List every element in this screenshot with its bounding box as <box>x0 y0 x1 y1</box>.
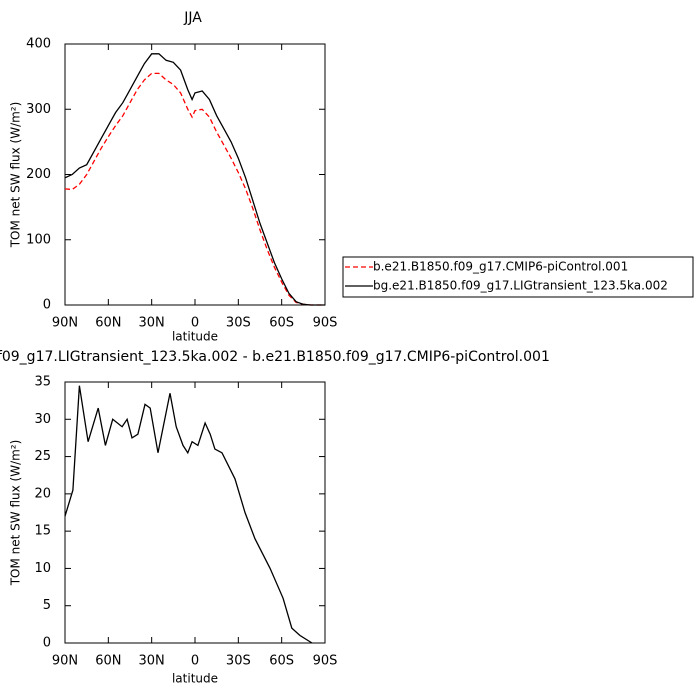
y-tick-label: 5 <box>43 598 51 613</box>
y-tick-label: 15 <box>34 524 51 539</box>
x-tick-label: 30N <box>139 654 165 669</box>
x-tick-label: 90N <box>52 316 78 331</box>
data-line <box>64 385 313 644</box>
y-tick-label: 35 <box>34 375 51 390</box>
y-tick-label: 300 <box>26 102 51 117</box>
x-tick-label: 90S <box>313 316 338 331</box>
x-tick-label: 0 <box>191 654 199 669</box>
legend-box <box>342 256 694 298</box>
y-tick-label: 20 <box>34 486 51 501</box>
x-tick-label: 90N <box>52 654 78 669</box>
x-tick-label: 60N <box>95 316 121 331</box>
x-axis-label: latitude <box>172 672 218 686</box>
data-line <box>64 53 325 306</box>
legend-label: b.e21.B1850.f09_g17.CMIP6-piControl.001 <box>373 260 628 274</box>
y-tick-label: 10 <box>34 561 51 576</box>
y-axis-label: TOM net SW flux (W/m²) <box>9 440 23 587</box>
legend-label: bg.e21.B1850.f09_g17.LIGtransient_123.5k… <box>373 279 668 293</box>
chart-title: JJA <box>183 10 202 26</box>
x-tick-label: 60S <box>269 654 294 669</box>
y-tick-label: 25 <box>34 449 51 464</box>
x-tick-label: 60N <box>95 654 121 669</box>
data-line <box>64 72 325 306</box>
x-tick-label: 30S <box>226 316 251 331</box>
y-tick-label: 200 <box>26 167 51 182</box>
legend: b.e21.B1850.f09_g17.CMIP6-piControl.001b… <box>342 256 694 298</box>
y-tick-label: 0 <box>43 298 51 313</box>
x-tick-label: 60S <box>269 316 294 331</box>
plot-frame <box>64 381 326 644</box>
x-tick-label: 90S <box>313 654 338 669</box>
y-tick-label: 30 <box>34 412 51 427</box>
plot-frame <box>64 43 326 306</box>
x-axis-label: latitude <box>172 330 218 344</box>
y-tick-label: 0 <box>43 636 51 651</box>
chart-title: bg.e21.B1850.f09_g17.LIGtransient_123.5k… <box>0 349 550 365</box>
y-tick-label: 100 <box>26 232 51 247</box>
x-tick-label: 30N <box>139 316 165 331</box>
x-tick-label: 30S <box>226 654 251 669</box>
y-tick-label: 400 <box>26 37 51 52</box>
y-axis-label: TOM net SW flux (W/m²) <box>9 102 23 249</box>
x-tick-label: 0 <box>191 316 199 331</box>
